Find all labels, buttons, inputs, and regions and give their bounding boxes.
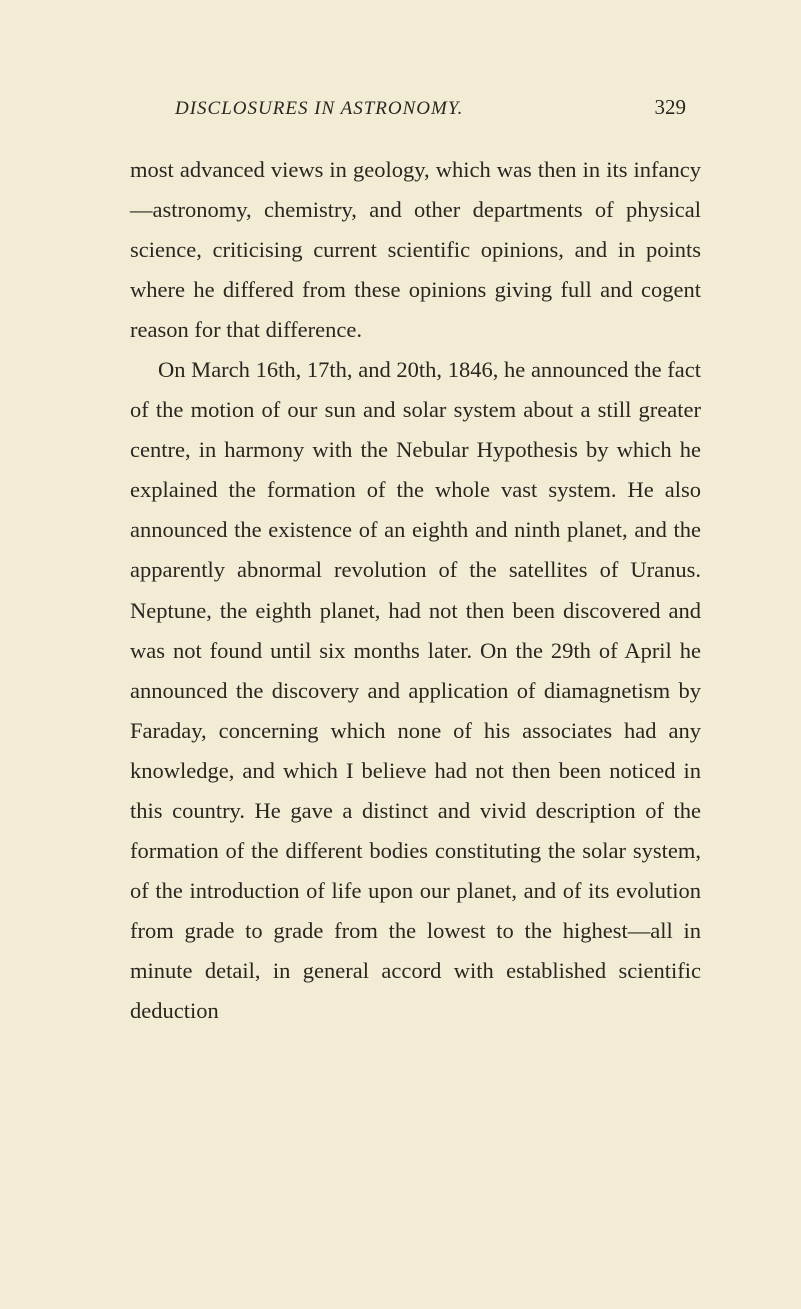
body-text: most advanced views in geology, which wa… bbox=[130, 150, 701, 1031]
page-number: 329 bbox=[655, 95, 687, 120]
page-header: DISCLOSURES IN ASTRONOMY. 329 bbox=[130, 95, 701, 120]
paragraph-1: most advanced views in geology, which wa… bbox=[130, 150, 701, 350]
header-title: DISCLOSURES IN ASTRONOMY. bbox=[130, 98, 463, 120]
paragraph-2: On March 16th, 17th, and 20th, 1846, he … bbox=[130, 350, 701, 1031]
book-page: DISCLOSURES IN ASTRONOMY. 329 most advan… bbox=[0, 0, 801, 1111]
